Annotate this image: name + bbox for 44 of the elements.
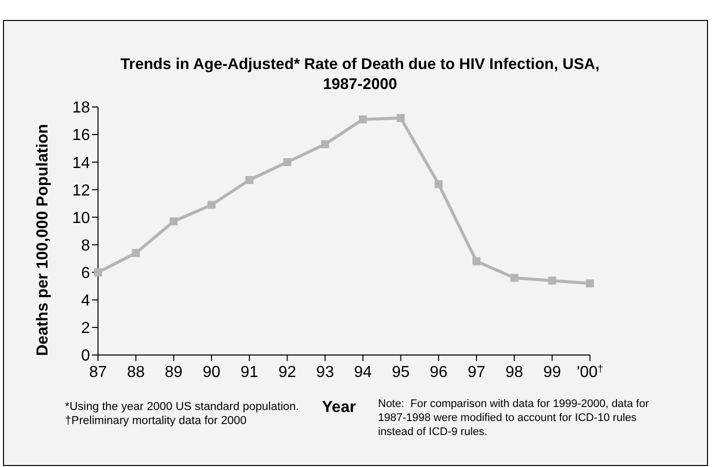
point — [321, 140, 330, 148]
point — [208, 200, 216, 209]
x-tick-label: 96 — [430, 364, 448, 381]
y-tick-label: 2 — [81, 320, 90, 338]
x-tick-label: 95 — [392, 364, 410, 381]
x-tick-label: 94 — [354, 364, 372, 381]
point — [434, 180, 443, 188]
x-axis-title: Year — [322, 399, 356, 417]
x-tick-label: 93 — [316, 364, 334, 381]
x-tick-label: 97 — [468, 364, 486, 381]
y-tick-label: 16 — [72, 127, 90, 144]
point — [245, 176, 254, 184]
x-tick-label: 91 — [240, 364, 258, 381]
x-tick-label: 98 — [505, 364, 524, 381]
point — [283, 158, 292, 166]
x-tick-label: 88 — [126, 364, 145, 381]
x-tick-label: 99 — [543, 364, 562, 381]
text: Note: For comparison with data for 1999-2000, data for 1987-1998 were modified to account for ICD-10 rules instead of ICD-9 rules. — [378, 397, 650, 439]
y-tick-label: 6 — [81, 265, 90, 282]
point — [510, 274, 518, 282]
point — [132, 249, 140, 258]
point — [472, 257, 480, 266]
point — [94, 268, 102, 276]
y-tick-label: 8 — [81, 237, 90, 254]
y-tick-label: 14 — [72, 154, 90, 172]
point — [170, 217, 178, 226]
text: †Preliminary mortality data for 2000 — [65, 414, 248, 428]
chart-title: Trends in Age-Adjusted* Rate of Death due to HIV Infection, USA, 1987-2000 — [120, 55, 600, 95]
x-tick-label: 90 — [202, 364, 221, 381]
point — [358, 115, 367, 124]
y-tick-label: 0 — [81, 348, 90, 365]
x-tick-label: 92 — [278, 364, 296, 381]
x-tick-label: 87 — [89, 364, 107, 381]
y-tick-label: 10 — [72, 210, 90, 227]
y-tick-label: 12 — [72, 182, 90, 200]
y-axis-title: Deaths per 100,000 Population — [34, 124, 52, 356]
y-tick-label: 18 — [72, 100, 90, 117]
y-tick-label: 4 — [81, 292, 90, 310]
text: *Using the year 2000 US standard population. — [65, 400, 299, 414]
point — [586, 279, 594, 288]
point — [396, 114, 405, 122]
x-tick-label: 89 — [164, 364, 183, 381]
x-tick-label: '00$^{†}$ — [576, 364, 604, 381]
point — [548, 276, 556, 285]
